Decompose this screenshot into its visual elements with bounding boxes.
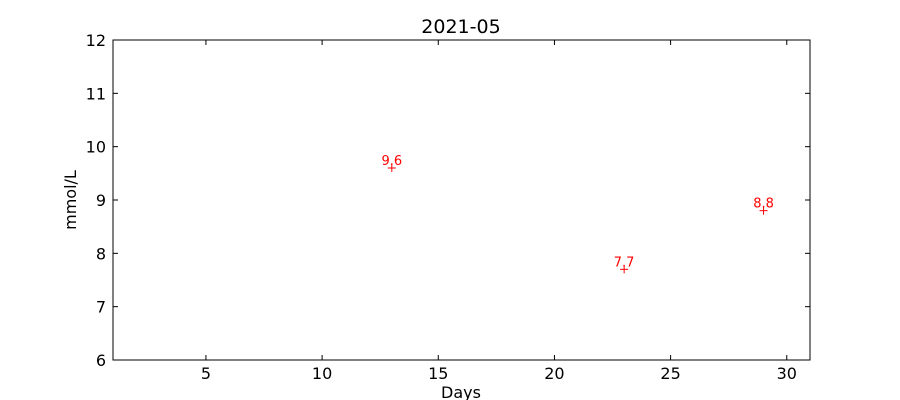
x-tick-label: 30 — [777, 364, 797, 383]
x-tick-label: 20 — [544, 364, 564, 383]
x-tick-label: 25 — [660, 364, 680, 383]
y-tick-label: 8 — [96, 244, 106, 263]
data-point-marker — [620, 265, 629, 274]
y-axis-title: mmol/L — [61, 170, 80, 230]
y-tick-label: 12 — [86, 31, 106, 50]
axes-frame — [112, 39, 811, 361]
y-tick-label: 6 — [96, 351, 106, 370]
data-point-marker — [387, 164, 396, 172]
x-tick-label: 10 — [312, 364, 332, 383]
x-axis-title: Days — [441, 383, 481, 400]
data-point-label: 9.6 — [381, 154, 402, 169]
y-tick-label: 11 — [86, 84, 106, 103]
data-point-label: 8.8 — [753, 197, 774, 212]
y-tick-label: 7 — [96, 298, 106, 317]
x-tick-label: 15 — [428, 364, 448, 383]
data-point-marker — [759, 206, 768, 215]
y-tick-label: 10 — [86, 138, 106, 157]
plot-area: 5 10 15 20 25 30 6 7 8 9 10 11 12 9.6 7.7 8.8 — [86, 31, 811, 383]
chart-title: 2021-05 — [421, 16, 500, 38]
y-tick-label: 9 — [96, 191, 106, 210]
x-tick-label: 5 — [201, 364, 211, 383]
data-point-label: 7.7 — [614, 255, 635, 270]
